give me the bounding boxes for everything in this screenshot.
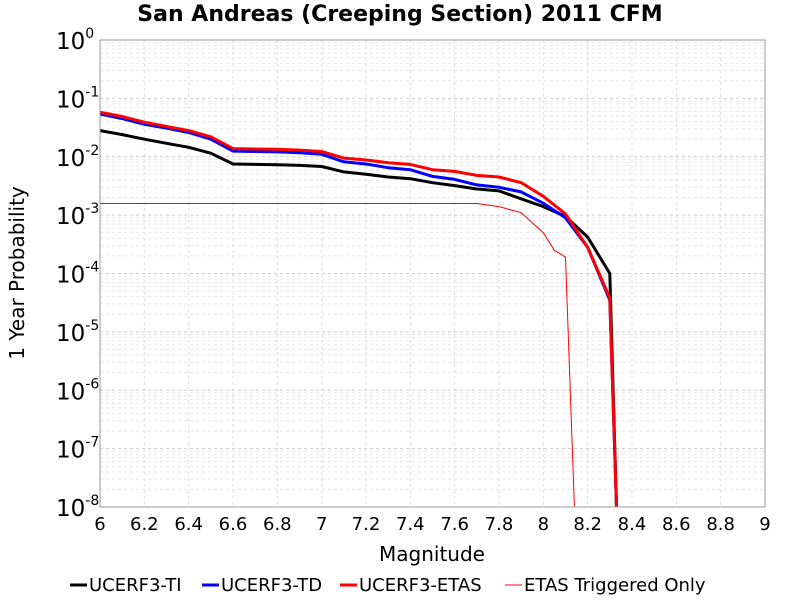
x-tick-label: 7.8: [485, 514, 514, 535]
series-line-ucerf3-td: [100, 112, 618, 507]
y-tick-label: 10-1: [56, 84, 99, 113]
legend-label-ucerf3-ti: UCERF3-TI: [89, 575, 182, 596]
legend: UCERF3-TI UCERF3-TD UCERF3-ETAS ETAS Trigge…: [70, 575, 706, 596]
x-tick-label: 7.4: [396, 514, 425, 535]
legend-label-ucerf3-etas: UCERF3-ETAS: [359, 575, 482, 596]
y-tick-label: 10-8: [56, 493, 99, 522]
grid-layer: [99, 40, 766, 508]
plot-border: [99, 39, 766, 508]
x-tick-label: 6.2: [130, 514, 159, 535]
y-tick-label: 10-4: [56, 260, 99, 289]
chart-title: San Andreas (Creeping Section) 2011 CFM: [137, 2, 662, 27]
y-tick-labels: 100 10-1 10-2 10-3 10-4 10-5 10-6 10-7 10-8: [56, 26, 99, 522]
x-tick-label: 7.6: [440, 514, 469, 535]
y-tick-label: 100: [56, 26, 94, 55]
legend-label-etas-triggered-only: ETAS Triggered Only: [524, 575, 706, 596]
x-tick-label: 7.2: [352, 514, 381, 535]
series-line-ucerf3-etas: [100, 110, 618, 507]
y-tick-label: 10-7: [56, 435, 99, 464]
x-tick-label: 8.6: [662, 514, 691, 535]
y-axis-label: 1 Year Probability: [5, 186, 29, 360]
x-tick-label: 8: [538, 514, 549, 535]
series-layer: [100, 110, 618, 507]
x-tick-label: 8.2: [573, 514, 602, 535]
x-tick-label: 6.6: [219, 514, 248, 535]
x-tick-label: 8.8: [706, 514, 735, 535]
y-tick-label: 10-3: [56, 201, 99, 230]
x-tick-label: 7: [316, 514, 327, 535]
series-line-etas-triggered-only: [100, 203, 575, 507]
y-tick-label: 10-2: [56, 143, 99, 172]
x-tick-label: 6: [94, 514, 105, 535]
y-tick-label: 10-5: [56, 318, 99, 347]
series-line-ucerf3-ti: [100, 129, 618, 507]
x-tick-label: 6.8: [263, 514, 292, 535]
x-tick-label: 8.4: [618, 514, 647, 535]
x-axis-label: Magnitude: [379, 542, 485, 566]
x-tick-labels: 6 6.2 6.4 6.6 6.8 7 7.2 7.4 7.6 7.8 8 8.2 8.4 8.6 8.8 9: [94, 514, 770, 535]
y-tick-label: 10-6: [56, 376, 99, 405]
x-tick-label: 6.4: [174, 514, 203, 535]
legend-label-ucerf3-td: UCERF3-TD: [221, 575, 322, 596]
x-tick-label: 9: [759, 514, 770, 535]
